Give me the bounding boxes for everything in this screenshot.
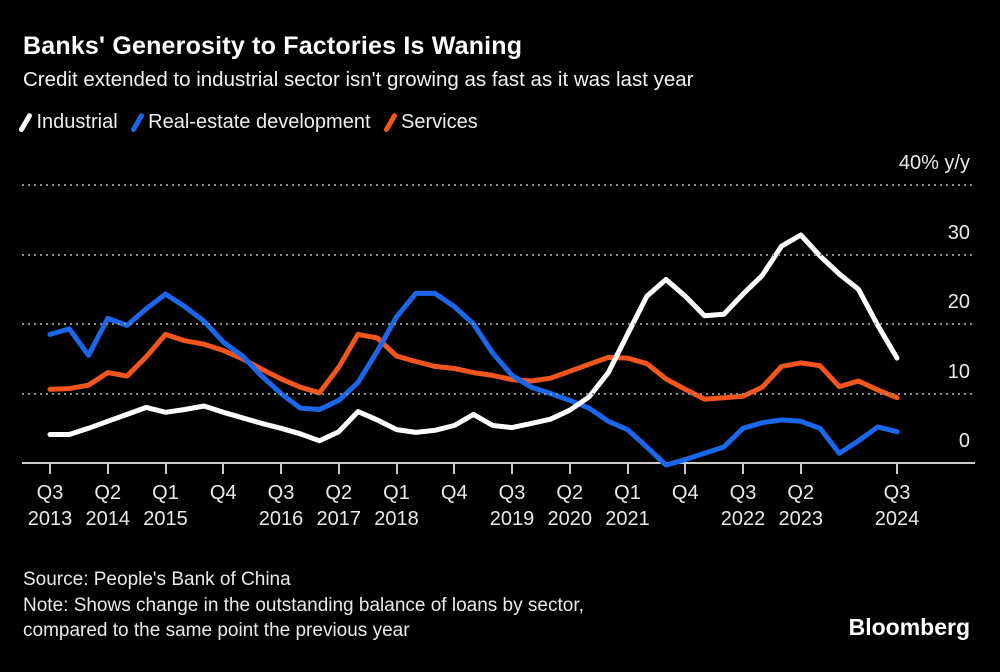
x-axis-tick — [106, 463, 109, 474]
legend-item-services: Services — [382, 111, 478, 134]
x-axis-year-label: 2017 — [316, 508, 362, 530]
x-axis-year-label: 2013 — [27, 508, 73, 530]
y-gridline-10 — [22, 392, 975, 395]
x-axis-tick — [511, 463, 513, 474]
legend-label: Services — [401, 111, 478, 133]
x-axis-tick — [626, 463, 629, 474]
chart-title: Banks' Generosity to Factories Is Waning — [23, 32, 523, 60]
legend: Industrial Real-estate development Servi… — [18, 111, 478, 134]
x-axis-year-label: 2020 — [547, 508, 593, 530]
x-axis-year-label: 2024 — [874, 508, 920, 530]
x-axis-tick — [337, 463, 340, 474]
x-axis-quarter-label: Q3 — [498, 482, 526, 504]
y-axis-label-20: 20 — [947, 291, 970, 313]
y-axis-label-30: 30 — [947, 221, 970, 244]
y-axis-label-0: 0 — [958, 430, 970, 452]
x-axis-year-label: 2015 — [143, 508, 188, 530]
y-gridline-30 — [22, 253, 975, 256]
x-axis-year-label: 2022 — [720, 508, 766, 530]
legend-label: Real-estate development — [148, 111, 371, 133]
x-axis-quarter-label: Q1 — [614, 482, 641, 504]
note-text-line2: compared to the same point the previous … — [23, 620, 410, 641]
legend-item-real-estate: Real-estate development — [129, 111, 371, 134]
y-axis-label-10: 10 — [947, 360, 970, 383]
note-text-line1: Note: Shows change in the outstanding ba… — [23, 595, 584, 616]
legend-label: Industrial — [36, 111, 118, 133]
x-axis-year-label: 2023 — [778, 508, 824, 530]
y-axis-label-40: 40% y/y — [898, 152, 970, 174]
x-axis-quarter-label: Q1 — [152, 482, 179, 504]
x-axis-year-label: 2019 — [489, 508, 535, 530]
x-axis-quarter-label: Q4 — [671, 482, 699, 504]
x-axis-tick — [453, 463, 456, 474]
x-axis-tick — [742, 463, 744, 474]
x-axis-tick — [222, 463, 225, 474]
x-axis-quarter-label: Q2 — [787, 482, 815, 504]
series-line-real-estate-development — [47, 290, 900, 468]
x-axis-quarter-label: Q3 — [729, 482, 757, 504]
x-axis-quarter-label: Q4 — [440, 482, 468, 504]
x-axis-quarter-label: Q2 — [94, 482, 122, 504]
y-gridline-20 — [22, 323, 975, 325]
x-axis-quarter-label: Q3 — [267, 482, 295, 504]
x-axis-quarter-label: Q2 — [325, 482, 353, 504]
chart-subtitle: Credit extended to industrial sector isn… — [23, 68, 694, 91]
x-axis-quarter-label: Q3 — [36, 482, 64, 504]
x-axis-tick — [799, 463, 802, 474]
x-axis-tick — [395, 463, 398, 474]
x-axis-tick — [280, 463, 282, 474]
x-axis-quarter-label: Q3 — [883, 482, 911, 504]
x-axis-tick — [164, 463, 167, 474]
x-axis-tick — [896, 463, 898, 474]
source-text: Source: People's Bank of China — [23, 569, 291, 590]
x-axis-year-label: 2018 — [374, 508, 419, 530]
x-axis-quarter-label: Q2 — [556, 482, 584, 504]
series-line-industrial — [47, 232, 900, 444]
series-line-services — [47, 331, 900, 402]
x-axis-tick — [49, 463, 51, 474]
x-axis-tick — [568, 463, 571, 474]
y-gridline-40 — [22, 184, 975, 186]
x-axis-year-label: 2014 — [85, 508, 131, 530]
x-axis-year-label: 2021 — [605, 508, 650, 530]
legend-item-industrial: Industrial — [18, 111, 118, 134]
x-axis-year-label: 2016 — [258, 508, 304, 530]
bloomberg-logo: Bloomberg — [848, 614, 970, 640]
x-axis-quarter-label: Q4 — [209, 482, 237, 504]
x-axis-tick — [684, 463, 687, 474]
x-axis-quarter-label: Q1 — [383, 482, 410, 504]
